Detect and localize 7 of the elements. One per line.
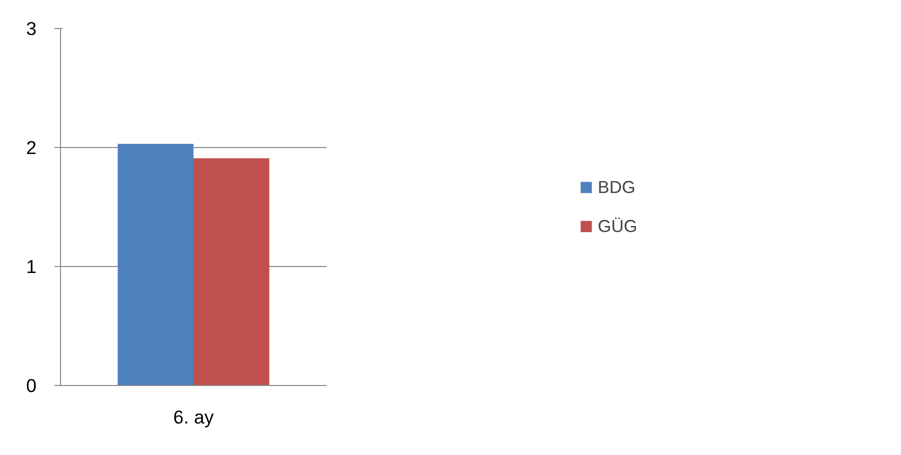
y-tick-label: 0 [26, 375, 37, 396]
legend-label: GÜG [598, 216, 638, 236]
x-tick-label: 6. ay [173, 406, 214, 428]
y-tick-label: 2 [26, 137, 37, 158]
legend-label: BDG [598, 176, 636, 198]
y-tick-label: 1 [26, 256, 37, 277]
y-tick-label: 3 [26, 18, 37, 39]
